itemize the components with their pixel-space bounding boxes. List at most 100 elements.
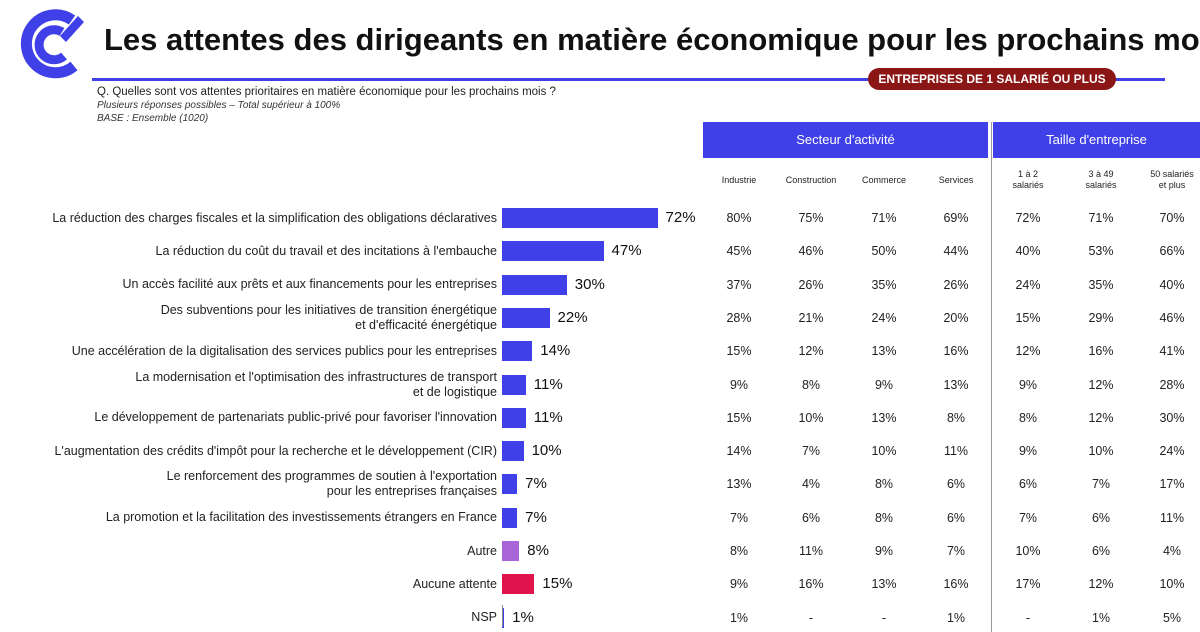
bar [502, 307, 550, 328]
table-cell: 13% [726, 477, 752, 492]
table-cell: 12% [1015, 344, 1041, 359]
category-label: La modernisation et l'optimisation des i… [135, 369, 497, 399]
table-cell: 8% [801, 377, 821, 392]
bar [502, 208, 658, 228]
bar-value-label: 11% [533, 408, 563, 426]
table-cell: 12% [1088, 577, 1114, 592]
table-cell: 8% [874, 477, 894, 492]
table-cell: 6% [1018, 477, 1038, 492]
table-cell: 21% [798, 310, 824, 325]
table-cell: 5% [1162, 610, 1182, 625]
table-cell: 11% [943, 444, 969, 459]
page-title: Les attentes des dirigeants en matière é… [104, 22, 1200, 57]
table-cell: - [808, 610, 814, 625]
column-header: Commerce [861, 175, 906, 185]
base-text: BASE : Ensemble (1020) [97, 113, 209, 124]
table-cell: 13% [943, 377, 969, 392]
column-header: Construction [785, 175, 837, 185]
column-header: Industrie [721, 175, 757, 185]
table-cell: 26% [943, 277, 969, 292]
title-underline [92, 78, 1165, 81]
table-cell: 80% [726, 211, 752, 225]
category-label: La réduction du coût du travail et des i… [155, 243, 498, 258]
table-cell: 1% [1091, 610, 1111, 625]
table-cell: 28% [726, 310, 752, 325]
category-label: Autre [467, 543, 497, 558]
table-cell: 24% [871, 310, 897, 325]
table-cell: 24% [1159, 444, 1185, 459]
table-cell: 37% [726, 277, 752, 292]
table-cell: 10% [1088, 444, 1114, 459]
group-header-secteur: Secteur d'activité [703, 122, 988, 158]
table-cell: 10% [798, 410, 824, 425]
table-cell: 12% [1088, 377, 1114, 392]
table-separator [991, 122, 992, 632]
table-cell: 44% [943, 244, 969, 259]
table-cell: 10% [1015, 544, 1041, 558]
category-label: Aucune attente [412, 576, 497, 591]
table-cell: 46% [1159, 310, 1185, 325]
table-cell: 16% [1088, 344, 1114, 359]
category-label: La réduction des charges fiscales et la … [52, 210, 497, 225]
table-cell: 7% [1018, 510, 1038, 525]
table-cell: 9% [729, 577, 749, 592]
table-cell: 8% [729, 544, 749, 558]
bar [502, 507, 518, 528]
bar-value-label: 7% [525, 508, 547, 526]
note-text: Plusieurs réponses possibles – Total sup… [97, 100, 341, 111]
scope-badge: ENTREPRISES DE 1 SALARIÉ OU PLUS [868, 68, 1116, 90]
table-cell: 71% [871, 211, 897, 225]
table-cell: 7% [729, 510, 749, 525]
table-cell: 13% [871, 577, 897, 592]
column-header: 1 à 2 salariés [1012, 169, 1044, 190]
table-cell: 17% [1159, 477, 1185, 492]
table-cell: 14% [726, 444, 752, 459]
table-cell: 9% [729, 377, 749, 392]
table-cell: - [1025, 610, 1031, 625]
table-cell: 28% [1159, 377, 1185, 392]
table-cell: 30% [1159, 410, 1185, 425]
table-cell: 6% [801, 510, 821, 525]
table-cell: 11% [798, 544, 824, 558]
table-cell: 6% [1091, 510, 1111, 525]
table-cell: 8% [946, 410, 966, 425]
column-header: 50 salariés et plus [1150, 169, 1194, 190]
table-cell: 46% [798, 244, 824, 259]
bar-value-label: 30% [574, 275, 605, 293]
table-cell: 29% [1088, 310, 1114, 325]
bar-value-label: 10% [531, 442, 562, 460]
bar [502, 607, 505, 628]
table-cell: 35% [871, 277, 897, 292]
table-cell: 53% [1088, 244, 1114, 259]
bar-value-label: 22% [557, 308, 588, 326]
table-cell: - [881, 610, 887, 625]
table-cell: 12% [1088, 410, 1114, 425]
table-cell: 8% [1018, 410, 1038, 425]
bar [502, 341, 533, 362]
table-cell: 17% [1015, 577, 1041, 592]
table-cell: 7% [1091, 477, 1111, 492]
category-label: Le développement de partenariats public-… [94, 410, 497, 425]
category-label: Le renforcement des programmes de soutie… [166, 469, 497, 499]
table-cell: 45% [726, 244, 752, 259]
table-cell: 15% [1015, 310, 1041, 325]
category-label: L'augmentation des crédits d'impôt pour … [54, 443, 497, 458]
table-cell: 10% [1159, 577, 1185, 592]
bar-axis-tick [502, 605, 503, 627]
table-cell: 50% [871, 244, 897, 259]
table-cell: 69% [943, 211, 969, 225]
table-cell: 24% [1015, 277, 1041, 292]
column-header: Services [938, 175, 974, 185]
table-cell: 40% [1015, 244, 1041, 259]
table-cell: 10% [871, 444, 897, 459]
table-cell: 26% [798, 277, 824, 292]
cci-logo [20, 9, 84, 79]
table-cell: 9% [874, 544, 894, 558]
bar-value-label: 14% [540, 342, 571, 360]
table-cell: 11% [1159, 510, 1185, 525]
table-cell: 9% [1018, 377, 1038, 392]
table-cell: 4% [801, 477, 821, 492]
table-cell: 8% [874, 510, 894, 525]
table-cell: 40% [1159, 277, 1185, 292]
bar-value-label: 1% [512, 608, 534, 626]
